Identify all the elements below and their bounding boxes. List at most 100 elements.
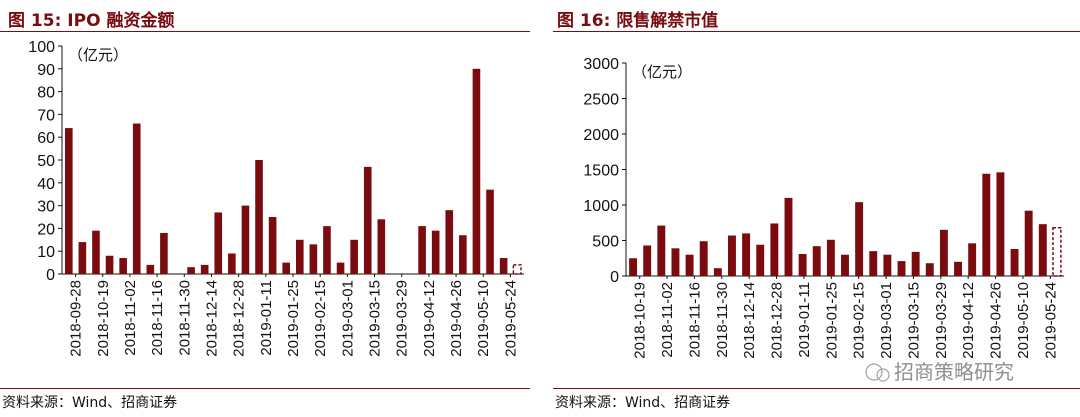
bar xyxy=(855,202,864,276)
x-tick-label: 2018-12-28 xyxy=(231,280,248,357)
bar xyxy=(671,248,680,276)
chart-panel-unlock: 图 16: 限售解禁市值 0 500 1000 1500 2000 2500 3000 （亿元… xyxy=(553,0,1080,417)
x-tick-label: 2019-05-24 xyxy=(1042,282,1059,359)
x-tick-label: 2019-03-01 xyxy=(878,282,895,359)
x-tick-label: 2018-12-28 xyxy=(769,282,786,359)
y-tick-label: 30 xyxy=(37,199,55,216)
title-rule xyxy=(553,31,1080,32)
y-tick-label: 3000 xyxy=(583,56,619,73)
bar xyxy=(699,241,708,276)
y-tick-label: 0 xyxy=(610,269,619,286)
source-rule xyxy=(553,388,1080,389)
y-tick-label: 90 xyxy=(37,62,55,79)
chart-source: 资料来源：Wind、招商证券 xyxy=(555,395,731,411)
x-tick-label: 2019-03-01 xyxy=(339,280,356,357)
unit-label: （亿元） xyxy=(68,47,128,64)
bar xyxy=(132,123,141,275)
x-tick-label: 2018-11-30 xyxy=(176,280,193,356)
bar xyxy=(798,253,807,276)
x-tick-label: 2018-11-02 xyxy=(122,280,139,356)
y-tick-label: 60 xyxy=(37,130,55,147)
ipo-bar-chart: 0 10 20 30 40 50 60 70 80 90 100 （亿元） 2018-09-28 2018… xyxy=(28,39,524,357)
chart-title: 图 16: 限售解禁市值 xyxy=(557,11,719,31)
bar xyxy=(939,229,948,276)
bar xyxy=(911,251,920,276)
y-tick-label: 10 xyxy=(37,244,55,261)
wechat-icon-bubble xyxy=(876,368,890,382)
unlock-bar-chart: 0 500 1000 1500 2000 2500 3000 （亿元） 2018-10-19 20… xyxy=(583,56,1064,384)
bar xyxy=(309,244,318,274)
bar xyxy=(1010,249,1019,276)
bar xyxy=(187,267,195,274)
bar xyxy=(241,205,250,274)
bar xyxy=(445,210,454,274)
x-tick-label: 2018-11-30 xyxy=(714,282,731,358)
x-tick-label: 2019-03-15 xyxy=(367,280,384,357)
bar xyxy=(200,264,209,274)
y-tick-label: 50 xyxy=(37,153,55,170)
bar xyxy=(363,166,372,274)
x-tick-label: 2018-12-14 xyxy=(741,282,758,359)
bar xyxy=(925,263,934,276)
bar xyxy=(323,226,331,274)
bar xyxy=(228,253,236,274)
x-tick-label: 2018-10-19 xyxy=(95,280,112,357)
bar xyxy=(897,261,906,276)
bar xyxy=(105,255,114,274)
unit-label: （亿元） xyxy=(632,64,692,81)
title-rule xyxy=(0,31,530,32)
x-tick-label: 2019-04-12 xyxy=(421,280,438,357)
bar xyxy=(784,197,793,276)
bar xyxy=(869,251,878,276)
y-tick-label: 2000 xyxy=(583,127,619,144)
bar xyxy=(418,226,426,274)
x-tick-label: 2019-04-12 xyxy=(960,282,977,359)
bar xyxy=(486,189,494,274)
x-tick-label: 2018-11-16 xyxy=(149,280,166,356)
y-tick-label: 1000 xyxy=(583,198,619,215)
wechat-icon xyxy=(865,363,883,381)
bar xyxy=(629,258,638,276)
x-tick-label: 2018-09-28 xyxy=(68,280,85,357)
bar xyxy=(214,212,223,274)
bar xyxy=(160,232,168,274)
y-tick-label: 100 xyxy=(28,39,55,56)
bar xyxy=(841,254,849,276)
bar xyxy=(431,230,440,274)
x-tick-label: 2018-11-16 xyxy=(686,282,703,358)
bar xyxy=(1052,226,1062,277)
x-tick-label: 2019-03-29 xyxy=(933,282,950,359)
chart-source: 资料来源：Wind、招商证券 xyxy=(2,395,178,411)
bar xyxy=(78,242,87,274)
bar xyxy=(643,245,652,276)
x-tick-label: 2018-10-19 xyxy=(632,282,649,359)
y-tick-label: 0 xyxy=(46,267,55,284)
y-tick-label: 40 xyxy=(37,176,55,193)
x-tick-label: 2019-01-25 xyxy=(285,280,302,357)
x-tick-label: 2019-05-24 xyxy=(502,280,519,357)
bar xyxy=(883,254,892,276)
bar xyxy=(92,230,100,274)
y-tick-label: 20 xyxy=(37,221,55,238)
chart-title: 图 15: IPO 融资金额 xyxy=(8,11,175,31)
y-tick-label: 2500 xyxy=(583,92,619,109)
x-tick-label: 2019-01-11 xyxy=(258,280,275,356)
watermark: 招商策略研究 xyxy=(865,361,1014,384)
bar xyxy=(1024,210,1033,276)
bar xyxy=(255,160,263,274)
bar xyxy=(268,217,277,274)
bar xyxy=(968,243,977,276)
bar xyxy=(982,173,991,276)
bar xyxy=(146,264,155,274)
bar xyxy=(459,235,467,274)
bar xyxy=(742,233,751,276)
x-tick-label: 2018-11-02 xyxy=(659,282,676,358)
x-tick-label: 2019-05-10 xyxy=(475,280,492,357)
bar xyxy=(350,239,358,274)
x-tick-label: 2018-12-14 xyxy=(203,280,220,357)
bar xyxy=(119,258,127,274)
y-tick-label: 80 xyxy=(37,85,55,102)
x-tick-label: 2019-02-15 xyxy=(851,282,868,359)
x-tick-label: 2019-01-11 xyxy=(796,282,813,358)
bar xyxy=(64,128,73,274)
